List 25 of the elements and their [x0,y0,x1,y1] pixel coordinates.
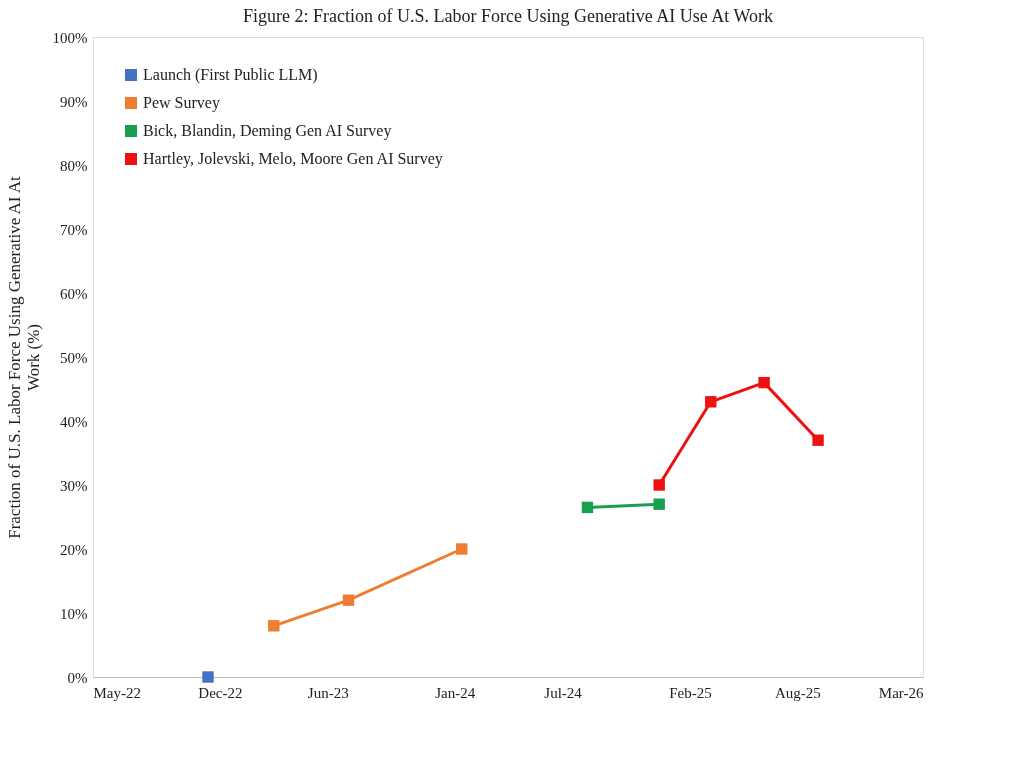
y-tick-label: 60% [60,285,88,302]
legend-label: Hartley, Jolevski, Melo, Moore Gen AI Survey [143,150,443,168]
y-tick-label: 20% [60,541,88,558]
x-tick-label: Jul-24 [544,684,583,701]
x-tick-label: Jan-24 [435,684,476,701]
y-axis-title: Fraction of U.S. Labor Force Using Generative AI At Work (%) [4,175,43,539]
y-tick-label: 40% [60,413,88,430]
y-tick-label: 70% [60,221,88,238]
y-tick-label: 90% [60,93,88,110]
legend-label: Bick, Blandin, Deming Gen AI Survey [143,122,392,140]
legend-label: Pew Survey [143,94,220,112]
x-tick-label: Feb-25 [669,684,712,701]
x-tick-label: May-22 [93,684,141,701]
y-tick-label: 0% [67,669,88,686]
y-tick-label: 50% [60,349,88,366]
x-tick-label: Aug-25 [774,684,821,701]
legend-label: Launch (First Public LLM) [143,66,318,84]
x-tick-label: Jun-23 [307,684,349,701]
y-tick-label: 30% [60,477,88,494]
y-tick-label: 80% [60,157,88,174]
x-tick-label: Mar-26 [878,684,924,701]
y-tick-label: 10% [60,605,88,622]
y-tick-label: 100% [52,29,88,46]
chart-title: Figure 2: Fraction of U.S. Labor Force Using Generative AI Use At Work [242,6,774,26]
x-tick-label: Dec-22 [198,684,243,701]
